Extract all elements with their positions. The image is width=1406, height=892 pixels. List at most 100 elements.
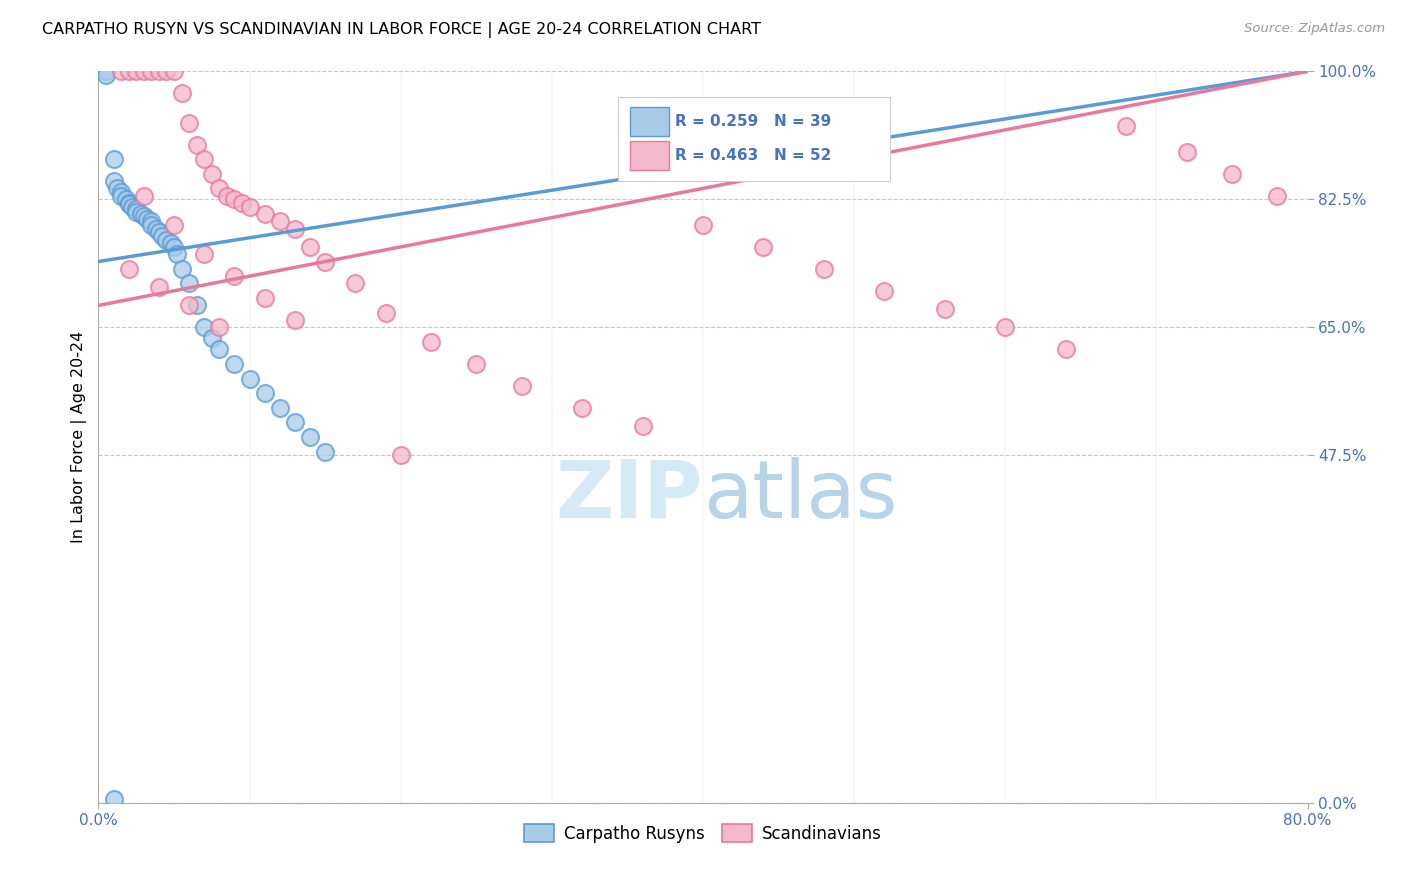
Point — [193, 152, 215, 166]
Legend: Carpatho Rusyns, Scandinavians: Carpatho Rusyns, Scandinavians — [517, 818, 889, 849]
Point — [170, 87, 193, 101]
Point — [186, 137, 208, 152]
Point — [163, 218, 186, 232]
Point — [1267, 188, 1289, 202]
Point — [163, 240, 186, 254]
Point — [231, 196, 253, 211]
Point — [299, 240, 322, 254]
Point — [110, 185, 132, 199]
Point — [284, 313, 307, 327]
Point — [510, 379, 533, 393]
Point — [163, 64, 186, 78]
Point — [118, 64, 141, 78]
Point — [253, 386, 276, 401]
Point — [166, 247, 188, 261]
Point — [193, 320, 215, 334]
Point — [465, 357, 488, 371]
Point — [141, 64, 163, 78]
Point — [145, 221, 167, 235]
Point — [110, 64, 132, 78]
Point — [269, 214, 291, 228]
Point — [118, 196, 141, 211]
Point — [389, 448, 412, 462]
Point — [299, 430, 322, 444]
Point — [129, 207, 152, 221]
Point — [215, 188, 238, 202]
Point — [1054, 343, 1077, 357]
Point — [110, 188, 132, 202]
Point — [121, 200, 143, 214]
Point — [179, 298, 201, 312]
Point — [132, 209, 155, 223]
Point — [994, 320, 1017, 334]
Text: ZIP: ZIP — [555, 457, 703, 534]
Point — [934, 301, 956, 317]
Point — [141, 214, 163, 228]
Point — [114, 192, 136, 206]
Point — [179, 115, 201, 129]
Point — [125, 204, 148, 219]
Point — [224, 192, 246, 206]
Point — [155, 233, 177, 247]
Point — [103, 152, 125, 166]
Text: R = 0.463   N = 52: R = 0.463 N = 52 — [675, 148, 831, 163]
Text: atlas: atlas — [703, 457, 897, 534]
Point — [132, 64, 155, 78]
Text: CARPATHO RUSYN VS SCANDINAVIAN IN LABOR FORCE | AGE 20-24 CORRELATION CHART: CARPATHO RUSYN VS SCANDINAVIAN IN LABOR … — [42, 22, 761, 38]
Point — [118, 261, 141, 276]
Point — [253, 207, 276, 221]
Point — [103, 174, 125, 188]
Point — [631, 419, 654, 434]
Point — [148, 64, 170, 78]
Point — [179, 277, 201, 291]
FancyBboxPatch shape — [619, 97, 890, 181]
Point — [314, 444, 336, 458]
Point — [148, 280, 170, 294]
Point — [224, 357, 246, 371]
Point — [118, 197, 141, 211]
Point — [813, 261, 835, 276]
Point — [141, 218, 163, 232]
Point — [155, 64, 177, 78]
Point — [269, 401, 291, 415]
Point — [160, 236, 183, 251]
Point — [374, 306, 396, 320]
Point — [208, 320, 231, 334]
Point — [132, 188, 155, 202]
Point — [105, 181, 128, 195]
Point — [239, 200, 262, 214]
Point — [208, 343, 231, 357]
Text: Source: ZipAtlas.com: Source: ZipAtlas.com — [1244, 22, 1385, 36]
Point — [1175, 145, 1198, 159]
Point — [208, 181, 231, 195]
Point — [148, 225, 170, 239]
Point — [150, 228, 173, 243]
Point — [224, 269, 246, 284]
Point — [253, 291, 276, 305]
Point — [284, 221, 307, 235]
Text: R = 0.259   N = 39: R = 0.259 N = 39 — [675, 114, 831, 129]
Point — [186, 298, 208, 312]
Point — [752, 240, 775, 254]
Point — [94, 64, 117, 78]
FancyBboxPatch shape — [630, 107, 669, 136]
Point — [571, 401, 593, 415]
Y-axis label: In Labor Force | Age 20-24: In Labor Force | Age 20-24 — [72, 331, 87, 543]
Point — [201, 331, 224, 345]
Point — [170, 261, 193, 276]
Point — [1220, 167, 1243, 181]
Point — [125, 64, 148, 78]
Point — [135, 212, 157, 227]
Point — [201, 167, 224, 181]
Point — [692, 218, 714, 232]
Point — [284, 416, 307, 430]
Point — [125, 202, 148, 216]
Point — [239, 371, 262, 385]
Point — [193, 247, 215, 261]
Point — [314, 254, 336, 268]
Point — [103, 792, 125, 806]
Point — [94, 68, 117, 82]
FancyBboxPatch shape — [630, 141, 669, 170]
Point — [873, 284, 896, 298]
Point — [344, 277, 367, 291]
